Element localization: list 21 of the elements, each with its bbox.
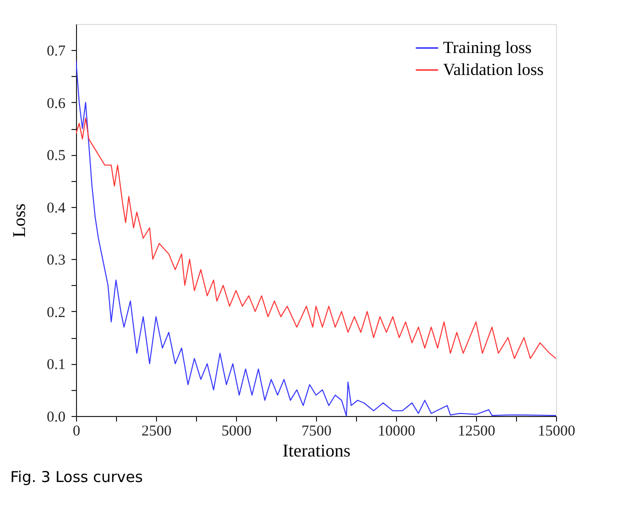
legend-label: Training loss xyxy=(443,38,532,57)
legend-label: Validation loss xyxy=(443,60,544,79)
y-tick-label: 0.7 xyxy=(46,44,66,60)
x-tick-label: 5000 xyxy=(222,424,252,440)
x-tick-label: 2500 xyxy=(142,424,172,440)
y-tick-label: 0.0 xyxy=(46,410,66,426)
caption: Fig. 3 Loss curves xyxy=(10,468,144,486)
x-tick-label: 12500 xyxy=(458,424,496,440)
y-tick-label: 0.3 xyxy=(46,252,66,269)
x-axis-title: Iterations xyxy=(282,440,350,460)
y-tick-label: 0.6 xyxy=(46,96,66,112)
x-tick-label: 10000 xyxy=(378,424,416,440)
x-tick-label: 0 xyxy=(72,424,80,440)
y-tick-label: 0.5 xyxy=(46,148,66,164)
x-tick-label: 7500 xyxy=(302,424,332,440)
y-tick-label: 0.1 xyxy=(46,357,66,374)
x-tick-label: 15000 xyxy=(538,424,576,440)
line-series xyxy=(76,118,556,360)
y-tick-label: 0.4 xyxy=(46,200,66,216)
y-tick-label: 0.2 xyxy=(46,304,66,321)
y-axis-title: Loss xyxy=(8,203,29,238)
